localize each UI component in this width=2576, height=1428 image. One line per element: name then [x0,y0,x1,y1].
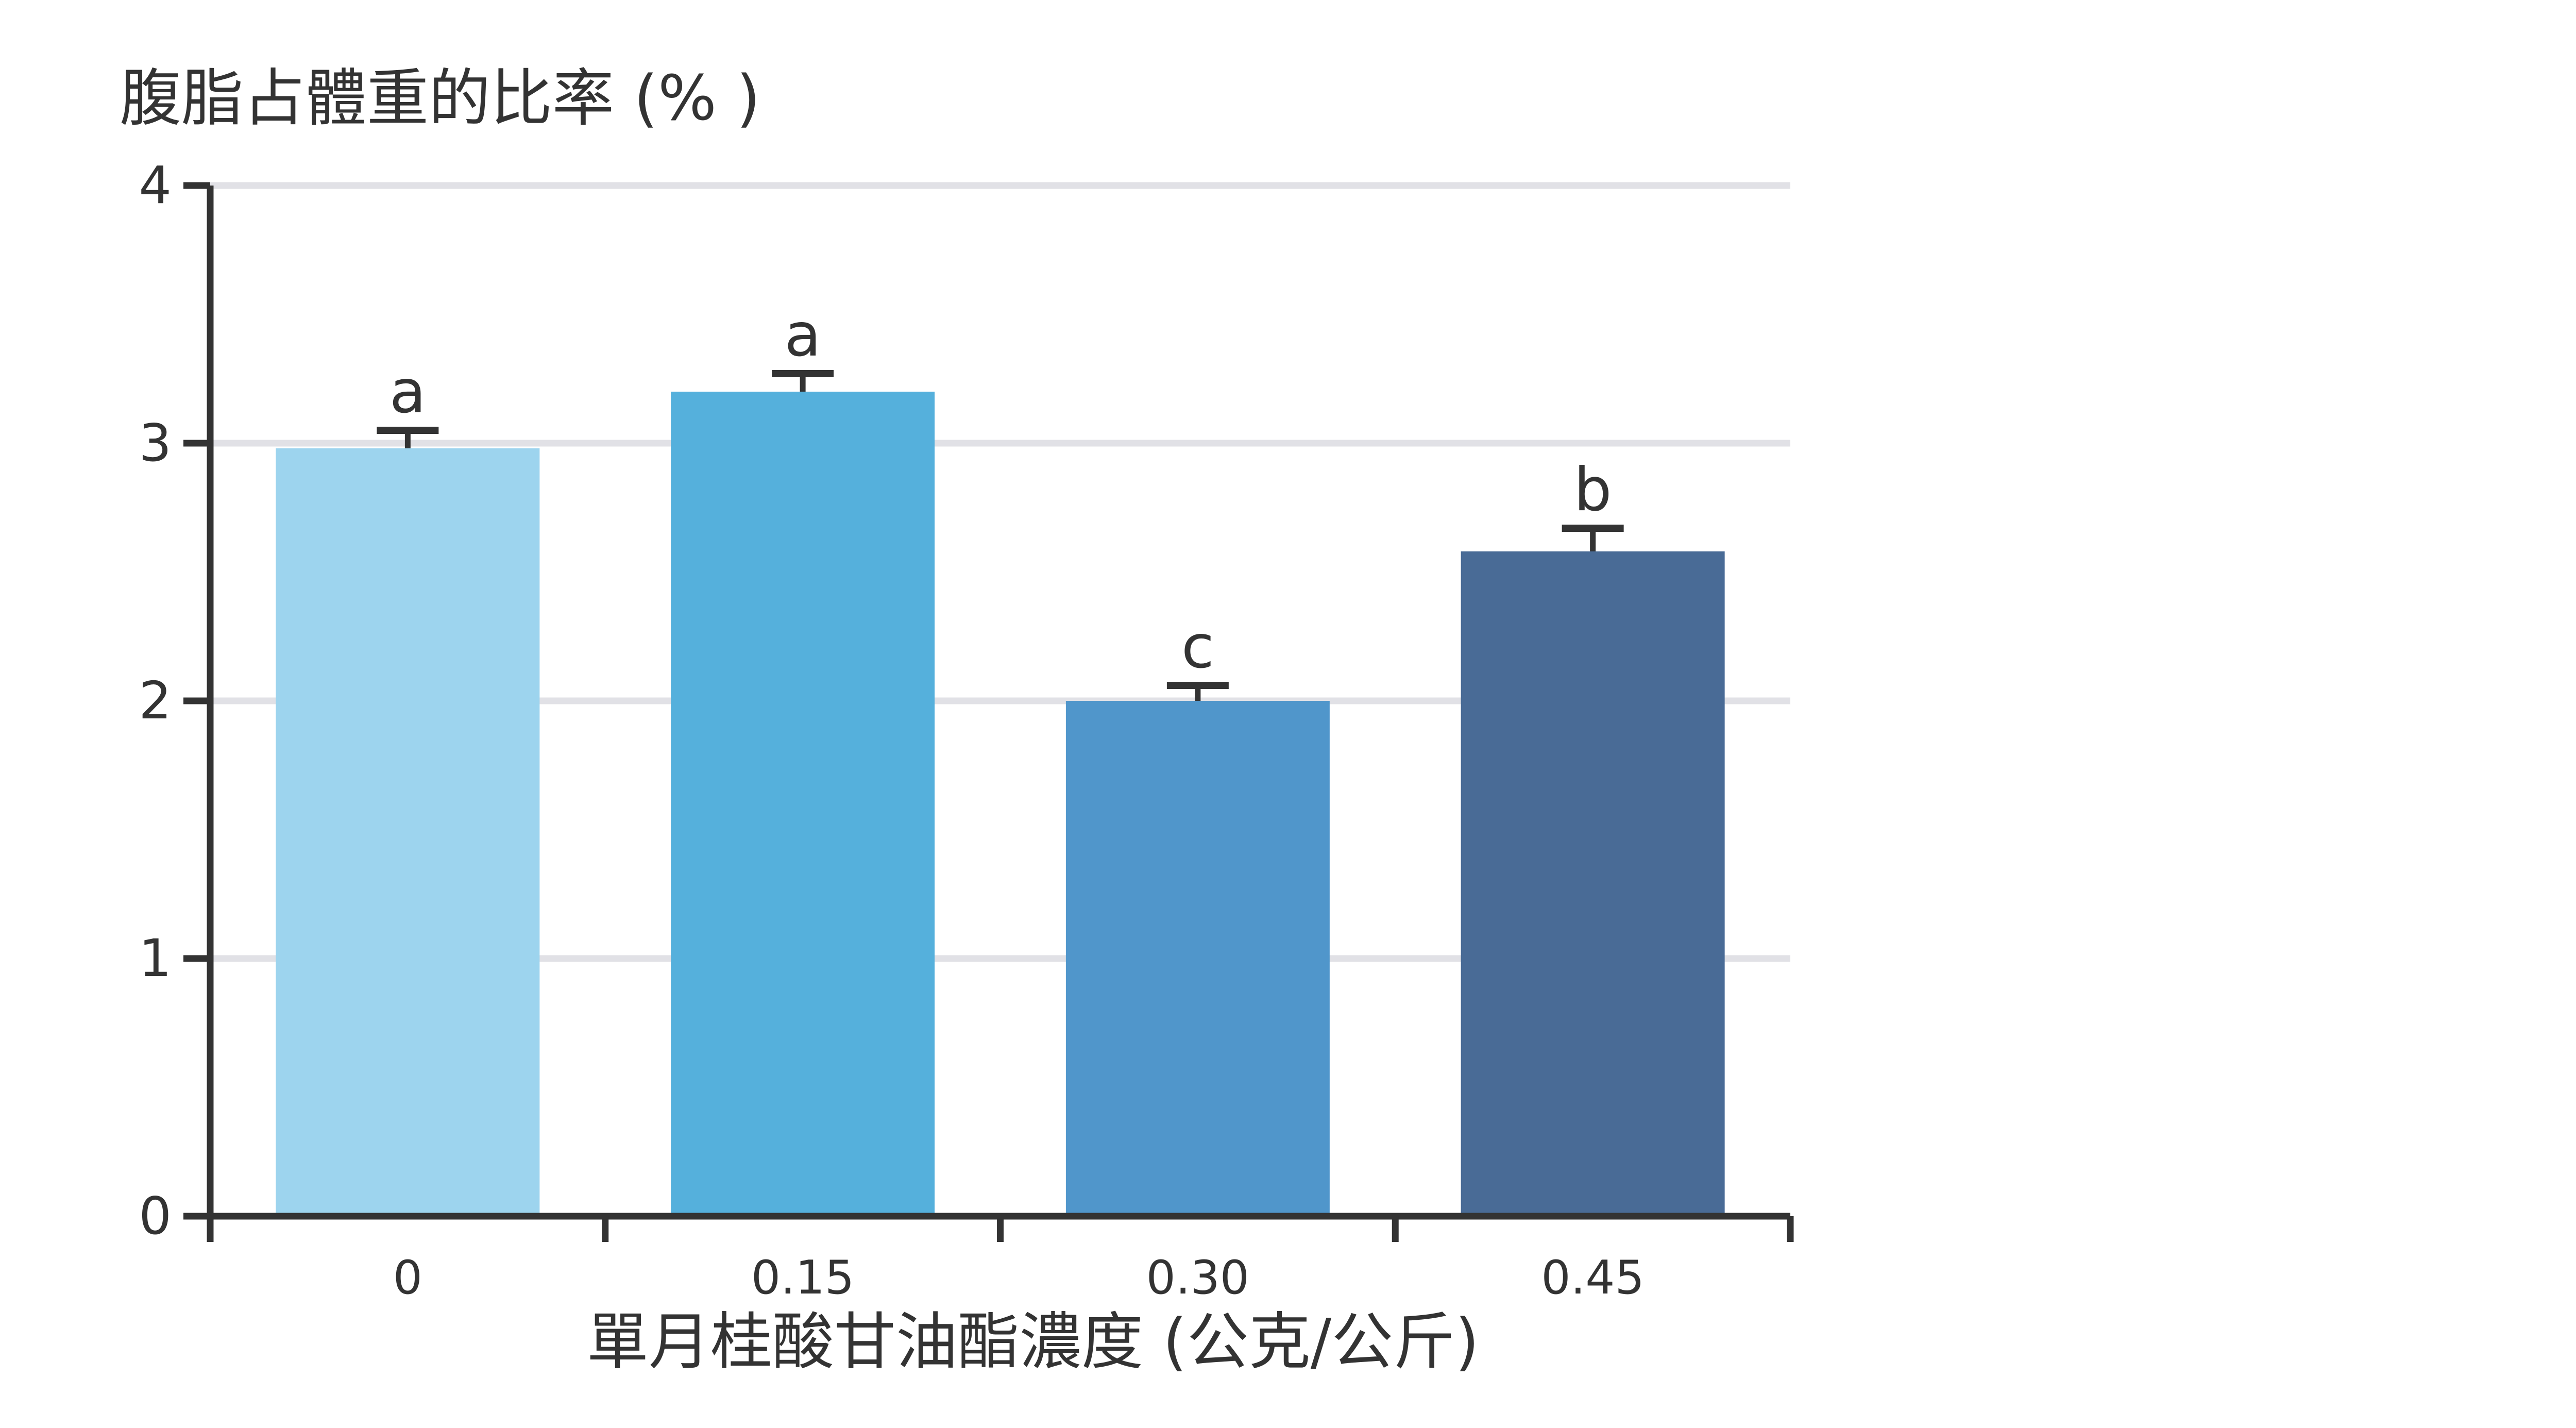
ticks [183,182,1794,1242]
x-tick-label: 0.45 [1541,1251,1644,1305]
x-tick-label: 0.30 [1146,1251,1249,1305]
y-tick-label: 2 [139,670,172,731]
y-tick-label: 3 [139,413,172,473]
bar-0.30 [1065,701,1330,1216]
y-tick-label: 4 [139,155,172,215]
bar-0.15 [671,392,935,1216]
significance-letter: b [1574,455,1612,525]
labels: a 0 a 0.15 c 0.30 b 0.45 0 1 2 3 4 [139,155,1644,1305]
bars [276,392,1725,1216]
x-axis-title: 單月桂酸甘油酯濃度 (公克/公斤) [587,1306,1479,1378]
significance-letter: c [1181,612,1214,682]
error-bars [377,370,1624,701]
axes [184,186,1790,1242]
bar-0.45 [1461,551,1725,1216]
y-axis-title: 腹脂占體重的比率 (% ) [120,63,760,135]
bar-0 [276,448,540,1216]
y-tick-label: 0 [139,1186,172,1246]
significance-letter: a [785,300,821,370]
y-tick-label: 1 [139,928,172,988]
x-tick-label: 0 [393,1251,422,1305]
significance-letter: a [389,357,426,427]
x-tick-label: 0.15 [751,1251,854,1305]
